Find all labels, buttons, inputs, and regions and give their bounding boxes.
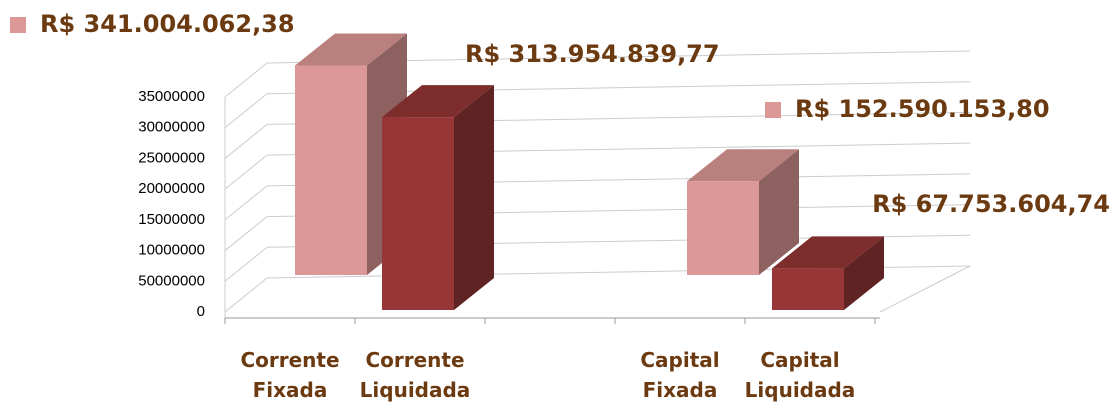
- x-tick-label: Capital Liquidada: [744, 348, 856, 402]
- bar: [382, 117, 454, 310]
- bar-side: [844, 236, 884, 310]
- y-tick-label: 15000000: [138, 211, 205, 228]
- x-tick-label: Corrente Fixada: [240, 348, 340, 402]
- data-label: R$ 313.954.839,77: [465, 40, 720, 68]
- floor-edge: [879, 265, 971, 313]
- bar-top: [687, 149, 799, 182]
- grid-line: [224, 246, 268, 282]
- grid-line: [224, 185, 268, 221]
- bar-top: [772, 236, 884, 269]
- data-label: R$ 152.590.153,80: [795, 95, 1050, 123]
- bar-top: [295, 33, 407, 66]
- y-tick-label: 0: [197, 303, 205, 320]
- bar-side: [759, 149, 799, 275]
- y-tick-label: 20000000: [138, 180, 205, 197]
- grid-line: [224, 124, 268, 159]
- data-label: R$ 341.004.062,38: [40, 10, 295, 38]
- grid-line: [224, 216, 268, 251]
- x-tick-label: Corrente Liquidada: [359, 348, 471, 402]
- bar: [772, 268, 844, 310]
- label-marker: [10, 17, 26, 33]
- grid-line: [224, 62, 268, 98]
- label-marker: [765, 102, 781, 118]
- y-tick-label: 35000000: [138, 88, 205, 105]
- bar-side: [454, 85, 494, 310]
- grid-line: [224, 277, 268, 313]
- data-label: R$ 67.753.604,74: [872, 190, 1110, 218]
- grid-line: [224, 154, 268, 190]
- y-tick-label: 10000000: [138, 242, 205, 259]
- bar-top: [382, 85, 494, 118]
- y-tick-label: 50000000: [138, 272, 205, 289]
- x-tick-label: Capital Fixada: [640, 348, 720, 402]
- y-tick-label: 30000000: [138, 119, 205, 136]
- grid-line: [224, 93, 268, 129]
- bar: [687, 181, 759, 275]
- y-tick-label: 25000000: [138, 149, 205, 166]
- bar: [295, 65, 367, 275]
